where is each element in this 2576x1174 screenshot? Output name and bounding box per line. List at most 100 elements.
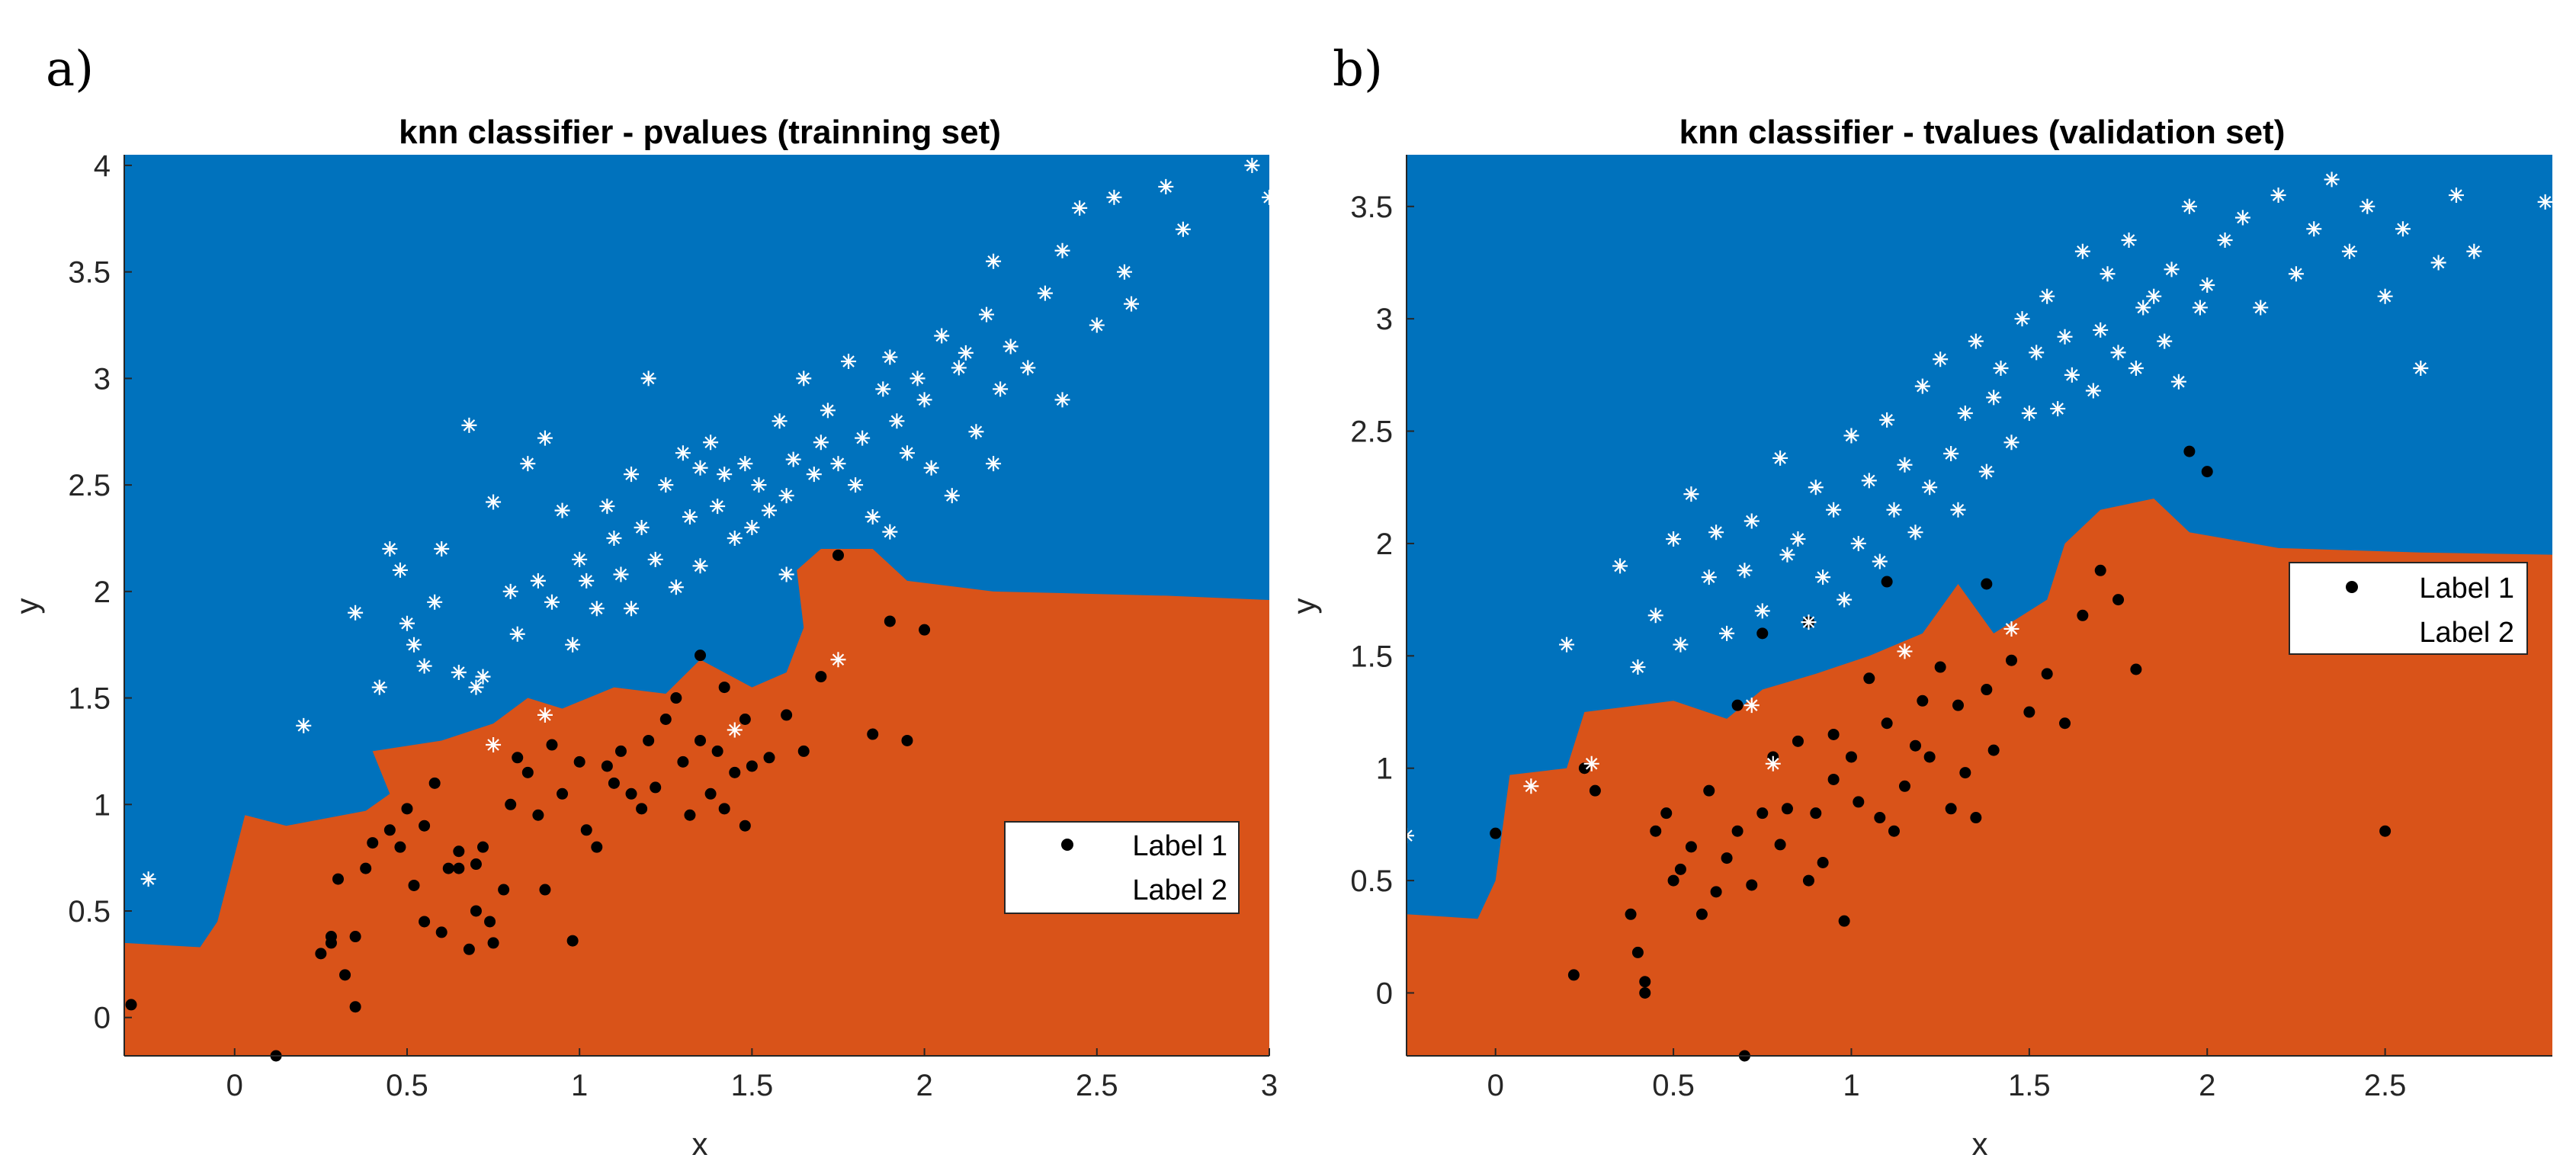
data-point-label-2 <box>2050 401 2066 417</box>
data-point-label-1 <box>442 862 454 874</box>
x-tick-label-a: 1 <box>571 1069 588 1102</box>
data-point-label-2 <box>751 477 767 493</box>
data-point-label-2 <box>544 594 560 610</box>
data-point-label-1 <box>684 809 696 821</box>
data-point-label-1 <box>484 916 496 928</box>
data-point-label-1 <box>1695 908 1708 920</box>
data-point-label-2 <box>589 601 605 617</box>
data-point-label-1 <box>1589 784 1601 797</box>
data-point-label-1 <box>601 760 613 772</box>
data-point-label-2 <box>1879 412 1895 428</box>
data-point-label-2 <box>1826 502 1842 518</box>
data-point-label-2 <box>668 579 684 595</box>
data-point-label-1 <box>1981 578 1993 590</box>
data-point-label-2 <box>830 456 846 472</box>
data-point-label-2 <box>2324 172 2340 188</box>
data-point-label-1 <box>505 798 517 810</box>
data-point-label-2 <box>785 451 801 467</box>
data-point-label-1 <box>1827 728 1840 740</box>
data-point-label-1 <box>470 858 482 871</box>
data-point-label-1 <box>1674 863 1686 875</box>
data-point-label-2 <box>468 679 484 695</box>
y-tick-label-b: 1 <box>1376 752 1393 786</box>
data-point-label-2 <box>624 601 640 617</box>
data-point-label-1 <box>1802 874 1814 887</box>
data-point-label-2 <box>537 707 553 723</box>
legend-a: Label 1 Label 2 <box>1004 821 1240 914</box>
data-point-label-2 <box>692 558 708 574</box>
data-point-label-2 <box>2121 233 2137 249</box>
data-point-label-2 <box>451 665 467 681</box>
data-point-label-1 <box>781 709 793 721</box>
data-point-label-2 <box>1262 189 1277 205</box>
data-point-label-2 <box>2100 266 2116 282</box>
data-point-label-1 <box>339 969 351 981</box>
data-point-label-2 <box>2234 210 2250 226</box>
data-point-label-2 <box>1978 464 1994 480</box>
data-point-label-2 <box>1754 603 1770 619</box>
data-point-label-1 <box>677 755 689 768</box>
data-point-label-1 <box>1746 879 1758 891</box>
data-point-label-1 <box>1660 807 1673 820</box>
data-point-label-2 <box>986 456 1002 472</box>
data-point-label-1 <box>815 671 827 683</box>
data-point-label-2 <box>1158 178 1174 194</box>
data-point-label-2 <box>579 573 595 589</box>
data-point-label-1 <box>729 766 741 778</box>
chart-panel-a: a) knn classifier - pvalues (trainning s… <box>9 41 1278 1162</box>
data-point-label-2 <box>1673 637 1689 653</box>
data-point-label-2 <box>1861 473 1877 489</box>
data-point-label-1 <box>704 787 717 800</box>
y-tick-label-a: 2.5 <box>68 469 111 502</box>
y-tick-label-b: 0.5 <box>1350 864 1393 898</box>
data-point-label-2 <box>371 679 387 695</box>
data-point-label-1 <box>2112 594 2125 606</box>
data-point-label-2 <box>923 460 939 476</box>
data-point-label-2 <box>841 354 857 370</box>
data-point-label-2 <box>475 669 491 685</box>
data-point-label-2 <box>2466 243 2482 259</box>
data-point-label-1 <box>1874 812 1886 824</box>
data-point-label-1 <box>1888 825 1900 837</box>
data-point-label-2 <box>406 637 422 653</box>
data-point-label-2 <box>2029 345 2045 361</box>
data-point-label-2 <box>296 717 312 733</box>
data-point-label-1 <box>1650 825 1662 837</box>
data-point-label-1 <box>2201 466 2213 478</box>
data-point-label-2 <box>140 871 156 887</box>
data-point-label-1 <box>591 841 603 853</box>
data-point-label-2 <box>2199 277 2215 293</box>
data-point-label-2 <box>968 424 984 440</box>
data-point-label-1 <box>2006 654 2018 666</box>
data-point-label-1 <box>1959 767 1971 779</box>
y-tick-label-b: 3 <box>1376 303 1393 336</box>
data-point-label-2 <box>1054 392 1070 408</box>
data-point-label-1 <box>394 841 406 853</box>
data-point-label-2 <box>2448 188 2464 204</box>
data-point-label-1 <box>521 766 534 778</box>
legend-box-b <box>2289 562 2528 655</box>
data-point-label-2 <box>416 658 432 674</box>
data-point-label-2 <box>993 381 1009 397</box>
data-point-label-1 <box>739 713 751 725</box>
data-point-label-1 <box>636 803 648 815</box>
data-point-label-1 <box>2094 564 2106 576</box>
data-point-label-1 <box>670 692 682 704</box>
plot-area-a: 0 0.5 1 1.5 2 2.5 3 0 0.5 1 1.5 2 2.5 3 3.5 4 <box>68 149 1278 1102</box>
data-point-label-2 <box>882 524 898 540</box>
data-point-label-2 <box>1986 390 2002 406</box>
data-point-label-1 <box>625 787 637 800</box>
y-tick-label-a: 4 <box>94 149 111 183</box>
data-point-label-1 <box>746 760 758 772</box>
data-point-label-2 <box>1886 502 1902 518</box>
data-point-label-2 <box>502 583 518 599</box>
data-point-label-2 <box>486 494 502 510</box>
data-point-label-1 <box>1731 825 1744 837</box>
data-point-label-2 <box>2128 361 2144 377</box>
y-axis-label-b: y <box>1286 598 1322 614</box>
legend-b: Label 1 Label 2 <box>2289 562 2528 655</box>
data-point-label-1 <box>1721 852 1733 864</box>
data-point-label-2 <box>399 615 415 631</box>
data-point-label-2 <box>2306 221 2322 237</box>
